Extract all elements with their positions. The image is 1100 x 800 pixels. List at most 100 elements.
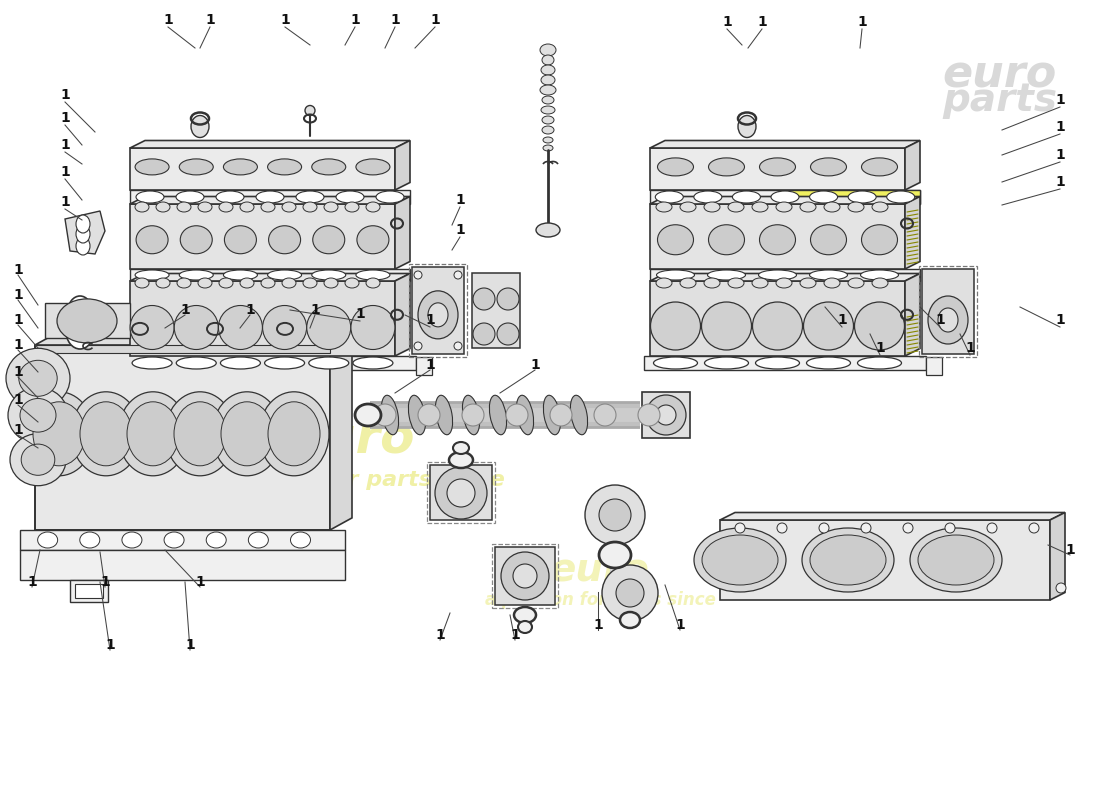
Bar <box>778 190 920 204</box>
Ellipse shape <box>309 357 349 369</box>
Ellipse shape <box>345 202 359 212</box>
Bar <box>495 547 556 605</box>
Bar <box>45 303 130 338</box>
Bar <box>427 462 495 523</box>
Text: 1: 1 <box>280 13 290 27</box>
Bar <box>918 266 977 357</box>
Ellipse shape <box>356 270 389 280</box>
Text: 1: 1 <box>455 223 465 237</box>
Ellipse shape <box>704 278 720 288</box>
Ellipse shape <box>656 405 676 425</box>
Ellipse shape <box>219 278 233 288</box>
Ellipse shape <box>20 398 56 432</box>
Polygon shape <box>395 141 410 190</box>
Ellipse shape <box>518 621 532 633</box>
Ellipse shape <box>540 85 556 95</box>
Ellipse shape <box>542 126 554 134</box>
Ellipse shape <box>177 202 191 212</box>
Text: 1: 1 <box>13 365 23 379</box>
Ellipse shape <box>353 357 393 369</box>
Ellipse shape <box>164 532 184 548</box>
Ellipse shape <box>704 357 748 369</box>
Ellipse shape <box>179 159 213 175</box>
Ellipse shape <box>268 226 300 254</box>
Ellipse shape <box>650 302 701 350</box>
Text: 1: 1 <box>180 303 190 317</box>
Ellipse shape <box>220 357 261 369</box>
Ellipse shape <box>268 402 320 466</box>
Text: 1: 1 <box>1055 148 1065 162</box>
Ellipse shape <box>658 225 693 254</box>
Bar <box>472 273 520 348</box>
Ellipse shape <box>543 145 553 151</box>
Ellipse shape <box>267 270 301 280</box>
Ellipse shape <box>657 270 694 280</box>
Ellipse shape <box>414 271 422 279</box>
Ellipse shape <box>249 532 268 548</box>
Ellipse shape <box>57 299 117 343</box>
Ellipse shape <box>811 225 847 254</box>
Polygon shape <box>650 197 920 204</box>
Bar <box>130 204 395 269</box>
Ellipse shape <box>135 270 169 280</box>
Text: euro: euro <box>286 416 415 464</box>
Ellipse shape <box>118 392 188 476</box>
Ellipse shape <box>165 392 235 476</box>
Ellipse shape <box>806 357 850 369</box>
Ellipse shape <box>21 444 55 475</box>
Ellipse shape <box>219 202 233 212</box>
Ellipse shape <box>10 434 66 486</box>
Ellipse shape <box>903 523 913 533</box>
Bar <box>130 281 395 356</box>
Ellipse shape <box>1028 523 1040 533</box>
Ellipse shape <box>311 159 345 175</box>
Polygon shape <box>395 197 410 269</box>
Bar <box>110 357 126 375</box>
Ellipse shape <box>704 202 720 212</box>
Ellipse shape <box>290 532 310 548</box>
Text: 1: 1 <box>163 13 173 27</box>
Ellipse shape <box>324 202 338 212</box>
Text: 1: 1 <box>13 263 23 277</box>
Text: 1: 1 <box>60 88 70 102</box>
Ellipse shape <box>600 499 631 531</box>
Ellipse shape <box>680 278 696 288</box>
Ellipse shape <box>436 395 452 434</box>
Bar <box>650 269 920 281</box>
Ellipse shape <box>811 158 847 176</box>
Bar <box>922 269 974 354</box>
Bar <box>20 530 345 550</box>
Ellipse shape <box>130 306 174 350</box>
Ellipse shape <box>453 442 469 454</box>
Text: 1: 1 <box>13 393 23 407</box>
Polygon shape <box>650 274 920 281</box>
Polygon shape <box>130 274 410 281</box>
Text: 1: 1 <box>310 303 320 317</box>
Ellipse shape <box>223 159 257 175</box>
Bar <box>650 190 920 204</box>
Ellipse shape <box>135 202 149 212</box>
Ellipse shape <box>694 528 786 592</box>
Ellipse shape <box>434 467 487 519</box>
Ellipse shape <box>66 313 94 349</box>
Ellipse shape <box>136 191 164 203</box>
Ellipse shape <box>656 278 672 288</box>
Text: 1: 1 <box>530 358 540 372</box>
Ellipse shape <box>600 542 631 568</box>
Text: 1: 1 <box>425 358 435 372</box>
Ellipse shape <box>542 96 554 104</box>
Text: 1: 1 <box>13 338 23 352</box>
Ellipse shape <box>156 278 170 288</box>
Ellipse shape <box>76 225 90 243</box>
Ellipse shape <box>810 191 837 203</box>
Text: 1: 1 <box>60 165 70 179</box>
Ellipse shape <box>374 404 396 426</box>
Polygon shape <box>905 274 920 356</box>
Ellipse shape <box>810 535 886 585</box>
Ellipse shape <box>616 579 644 607</box>
Text: 1: 1 <box>430 13 440 27</box>
Ellipse shape <box>177 278 191 288</box>
Ellipse shape <box>80 532 100 548</box>
Text: 1: 1 <box>60 195 70 209</box>
Bar <box>124 356 416 370</box>
